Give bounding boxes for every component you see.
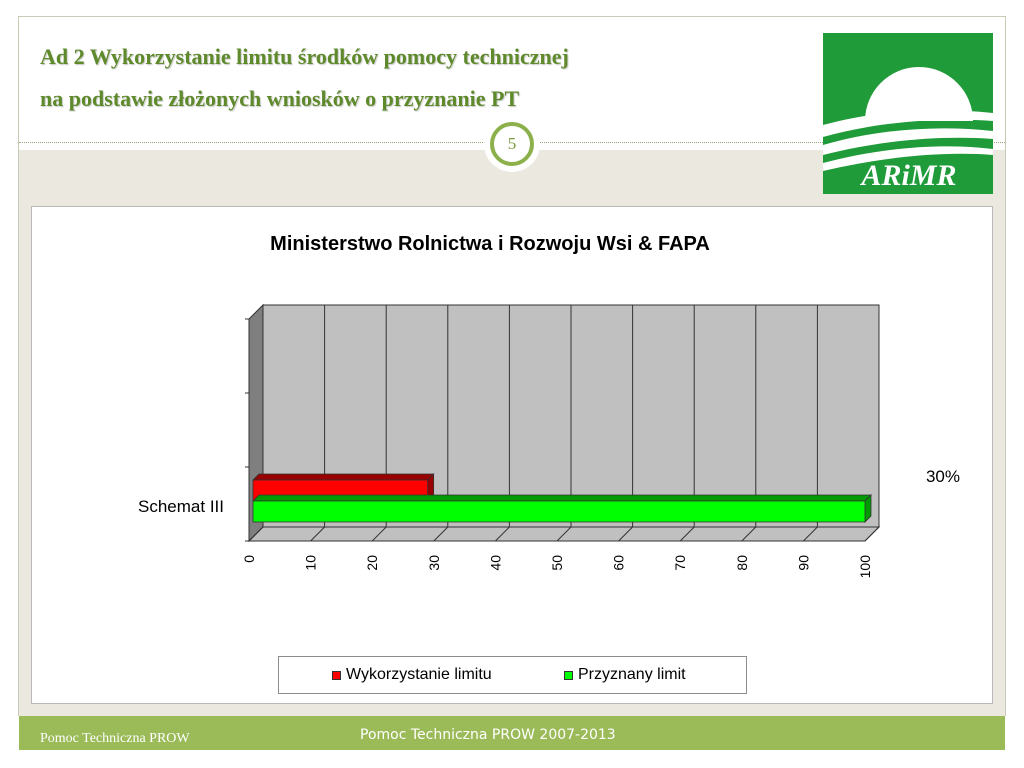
floor-grid-line bbox=[371, 526, 387, 542]
legend-swatch-used bbox=[332, 671, 341, 680]
bars bbox=[252, 473, 872, 523]
legend-label-used: Wykorzystanie limitu bbox=[346, 666, 492, 683]
floor-grid-line bbox=[741, 526, 757, 542]
bar-top-face bbox=[252, 494, 872, 502]
slide-title-line-1: Ad 2 Wykorzystanie limitu środków pomocy… bbox=[40, 44, 569, 69]
page-number: 5 bbox=[507, 134, 517, 153]
floor-grid-line bbox=[495, 526, 510, 542]
bar-granted bbox=[252, 494, 872, 523]
footer-center-text: Pomoc Techniczna PROW 2007-2013 bbox=[360, 727, 616, 743]
footer-left-text: Pomoc Techniczna PROW bbox=[40, 731, 190, 746]
page-number-badge: 5 bbox=[490, 122, 534, 166]
x-tick-label: 80 bbox=[734, 555, 750, 571]
x-tick-label: 30 bbox=[426, 555, 442, 571]
x-axis-ticks: 0 10 20 30 40 50 60 70 80 90 100 bbox=[241, 555, 873, 579]
x-tick-label: 60 bbox=[611, 555, 627, 571]
x-tick-label: 40 bbox=[487, 555, 503, 571]
x-tick-label: 10 bbox=[303, 555, 319, 571]
annotation-label: 30% bbox=[926, 467, 960, 486]
floor-grid-line bbox=[248, 526, 264, 542]
x-tick-label: 90 bbox=[795, 555, 811, 571]
arimr-logo-icon: ARiMR bbox=[823, 33, 993, 194]
chart-panel: Ministerstwo Rolnictwa i Rozwoju Wsi & F… bbox=[31, 206, 993, 704]
floor-grid-line bbox=[864, 526, 880, 542]
bar-front-face bbox=[252, 500, 866, 523]
footer-bar bbox=[19, 716, 1005, 750]
category-label: Schemat III bbox=[138, 497, 224, 516]
floor-grid-line bbox=[310, 526, 325, 542]
bar-top-face bbox=[252, 473, 435, 481]
slide-title-line-2: na podstawie złożonych wniosków o przyzn… bbox=[40, 86, 520, 111]
floor-grid-line bbox=[679, 526, 695, 542]
x-tick-label: 70 bbox=[672, 555, 688, 571]
x-tick-label: 50 bbox=[549, 555, 565, 571]
bar-chart: Ministerstwo Rolnictwa i Rozwoju Wsi & F… bbox=[138, 233, 960, 579]
floor-grid-line bbox=[803, 526, 818, 542]
legend-label-granted: Przyznany limit bbox=[578, 666, 686, 683]
floor-grid-line bbox=[556, 526, 572, 542]
floor-grid-line bbox=[618, 526, 633, 542]
x-tick-label: 20 bbox=[364, 555, 380, 571]
chart-title: Ministerstwo Rolnictwa i Rozwoju Wsi & F… bbox=[270, 233, 710, 255]
floor-grid-line bbox=[433, 526, 449, 542]
chart-legend: Wykorzystanie limitu Przyznany limit bbox=[278, 656, 747, 694]
legend-swatch-granted bbox=[564, 671, 573, 680]
logo-text: ARiMR bbox=[859, 159, 956, 192]
x-tick-label: 0 bbox=[241, 555, 257, 563]
x-tick-label: 100 bbox=[857, 555, 873, 579]
grid-lines bbox=[248, 305, 880, 542]
